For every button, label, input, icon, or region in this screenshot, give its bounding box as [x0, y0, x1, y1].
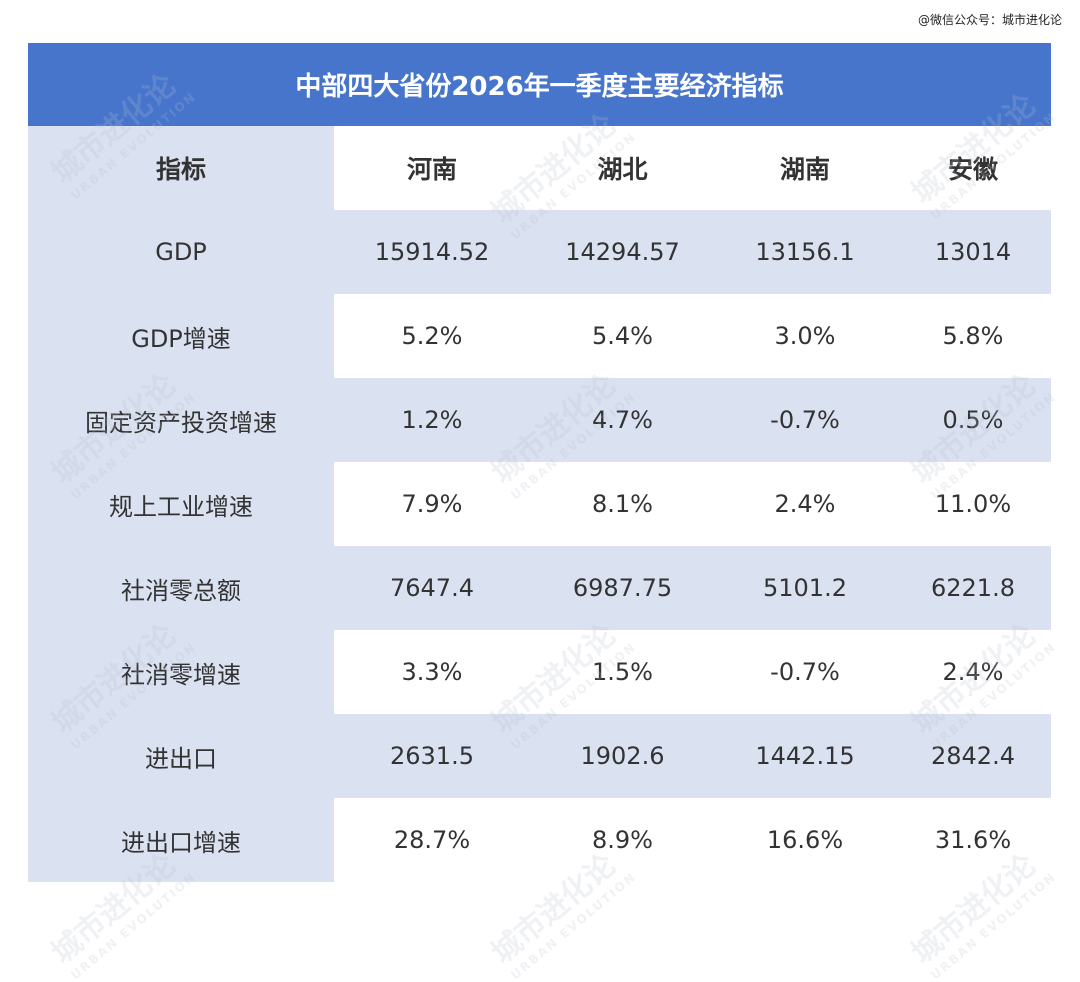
credit-text: @微信公众号：城市进化论 — [917, 13, 1062, 27]
value-cell: 6221.8 — [895, 546, 1051, 630]
value-cell: 8.1% — [530, 462, 715, 546]
indicator-label: 社消零总额 — [28, 546, 334, 630]
value-cell: 1442.15 — [715, 714, 895, 798]
value-cell: 5.4% — [530, 294, 715, 378]
indicator-label: 社消零增速 — [28, 630, 334, 714]
value-cell: 14294.57 — [530, 210, 715, 294]
indicator-label: GDP增速 — [28, 294, 334, 378]
indicator-label: 规上工业增速 — [28, 462, 334, 546]
header-cell: 湖北 — [530, 126, 715, 210]
value-cell: 7647.4 — [334, 546, 530, 630]
header-cell: 指标 — [28, 126, 334, 210]
value-cell: 2.4% — [895, 630, 1051, 714]
table-title: 中部四大省份2026年一季度主要经济指标 — [28, 43, 1051, 126]
value-cell: 3.3% — [334, 630, 530, 714]
table-row: GDP 15914.52 14294.57 13156.1 13014 — [28, 210, 1051, 294]
value-cell: 15914.52 — [334, 210, 530, 294]
watermark-en: URBAN EVOLUTION — [508, 869, 640, 982]
value-cell: 4.7% — [530, 378, 715, 462]
value-cell: 2631.5 — [334, 714, 530, 798]
header-cell: 安徽 — [895, 126, 1051, 210]
indicator-label: GDP — [28, 210, 334, 294]
indicator-table: 中部四大省份2026年一季度主要经济指标 指标 河南 湖北 湖南 安徽 GDP 1… — [28, 43, 1051, 882]
value-cell: 1.5% — [530, 630, 715, 714]
value-cell: 28.7% — [334, 798, 530, 882]
value-cell: 16.6% — [715, 798, 895, 882]
value-cell: 13156.1 — [715, 210, 895, 294]
watermark-en: URBAN EVOLUTION — [68, 869, 200, 982]
value-cell: 31.6% — [895, 798, 1051, 882]
watermark-en: URBAN EVOLUTION — [928, 869, 1060, 982]
value-cell: 5101.2 — [715, 546, 895, 630]
value-cell: 5.2% — [334, 294, 530, 378]
table-row: 进出口增速 28.7% 8.9% 16.6% 31.6% — [28, 798, 1051, 882]
value-cell: 2.4% — [715, 462, 895, 546]
table-row: 规上工业增速 7.9% 8.1% 2.4% 11.0% — [28, 462, 1051, 546]
value-cell: 2842.4 — [895, 714, 1051, 798]
table-row: 固定资产投资增速 1.2% 4.7% -0.7% 0.5% — [28, 378, 1051, 462]
value-cell: 8.9% — [530, 798, 715, 882]
header-cell: 湖南 — [715, 126, 895, 210]
indicator-label: 固定资产投资增速 — [28, 378, 334, 462]
header-row: 指标 河南 湖北 湖南 安徽 — [28, 126, 1051, 210]
value-cell: 0.5% — [895, 378, 1051, 462]
table-row: 社消零增速 3.3% 1.5% -0.7% 2.4% — [28, 630, 1051, 714]
value-cell: 3.0% — [715, 294, 895, 378]
indicator-label: 进出口 — [28, 714, 334, 798]
table-row: GDP增速 5.2% 5.4% 3.0% 5.8% — [28, 294, 1051, 378]
value-cell: -0.7% — [715, 630, 895, 714]
value-cell: 1902.6 — [530, 714, 715, 798]
value-cell: 11.0% — [895, 462, 1051, 546]
header-cell: 河南 — [334, 126, 530, 210]
value-cell: 7.9% — [334, 462, 530, 546]
value-cell: 1.2% — [334, 378, 530, 462]
value-cell: 5.8% — [895, 294, 1051, 378]
table-row: 进出口 2631.5 1902.6 1442.15 2842.4 — [28, 714, 1051, 798]
value-cell: 6987.75 — [530, 546, 715, 630]
indicator-label: 进出口增速 — [28, 798, 334, 882]
value-cell: -0.7% — [715, 378, 895, 462]
value-cell: 13014 — [895, 210, 1051, 294]
table-row: 社消零总额 7647.4 6987.75 5101.2 6221.8 — [28, 546, 1051, 630]
